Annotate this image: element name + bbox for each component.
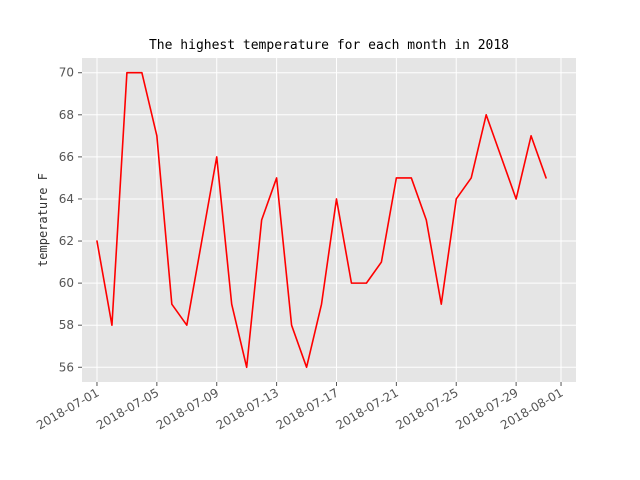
x-axis: 2018-07-012018-07-052018-07-092018-07-13… [34, 382, 566, 432]
series-layer [96, 71, 547, 369]
y-tick-label: 70 [59, 66, 74, 80]
x-tick-label: 2018-07-21 [333, 385, 400, 432]
y-gridlines [82, 72, 576, 368]
x-tick-label: 2018-07-13 [214, 385, 281, 432]
x-gridlines [96, 58, 562, 382]
y-tick-label: 68 [59, 108, 74, 122]
y-tick-label: 62 [59, 234, 74, 248]
y-axis-label: temperature F [36, 173, 50, 267]
y-tick-label: 60 [59, 276, 74, 290]
plot-area [82, 58, 576, 382]
x-tick-label: 2018-07-01 [34, 385, 101, 432]
y-tick-label: 66 [59, 150, 74, 164]
x-tick-label: 2018-07-25 [393, 385, 460, 432]
y-axis: 56 58 60 62 64 66 68 70 [59, 66, 82, 374]
y-tick-label: 64 [59, 192, 74, 206]
y-tick-label: 56 [59, 360, 74, 374]
y-tick-label: 58 [59, 318, 74, 332]
series-line [96, 71, 547, 369]
x-tick-label: 2018-07-09 [154, 385, 221, 432]
x-tick-label: 2018-07-05 [94, 385, 161, 432]
x-tick-label: 2018-07-17 [274, 385, 341, 432]
chart-title: The highest temperature for each month i… [149, 38, 509, 53]
